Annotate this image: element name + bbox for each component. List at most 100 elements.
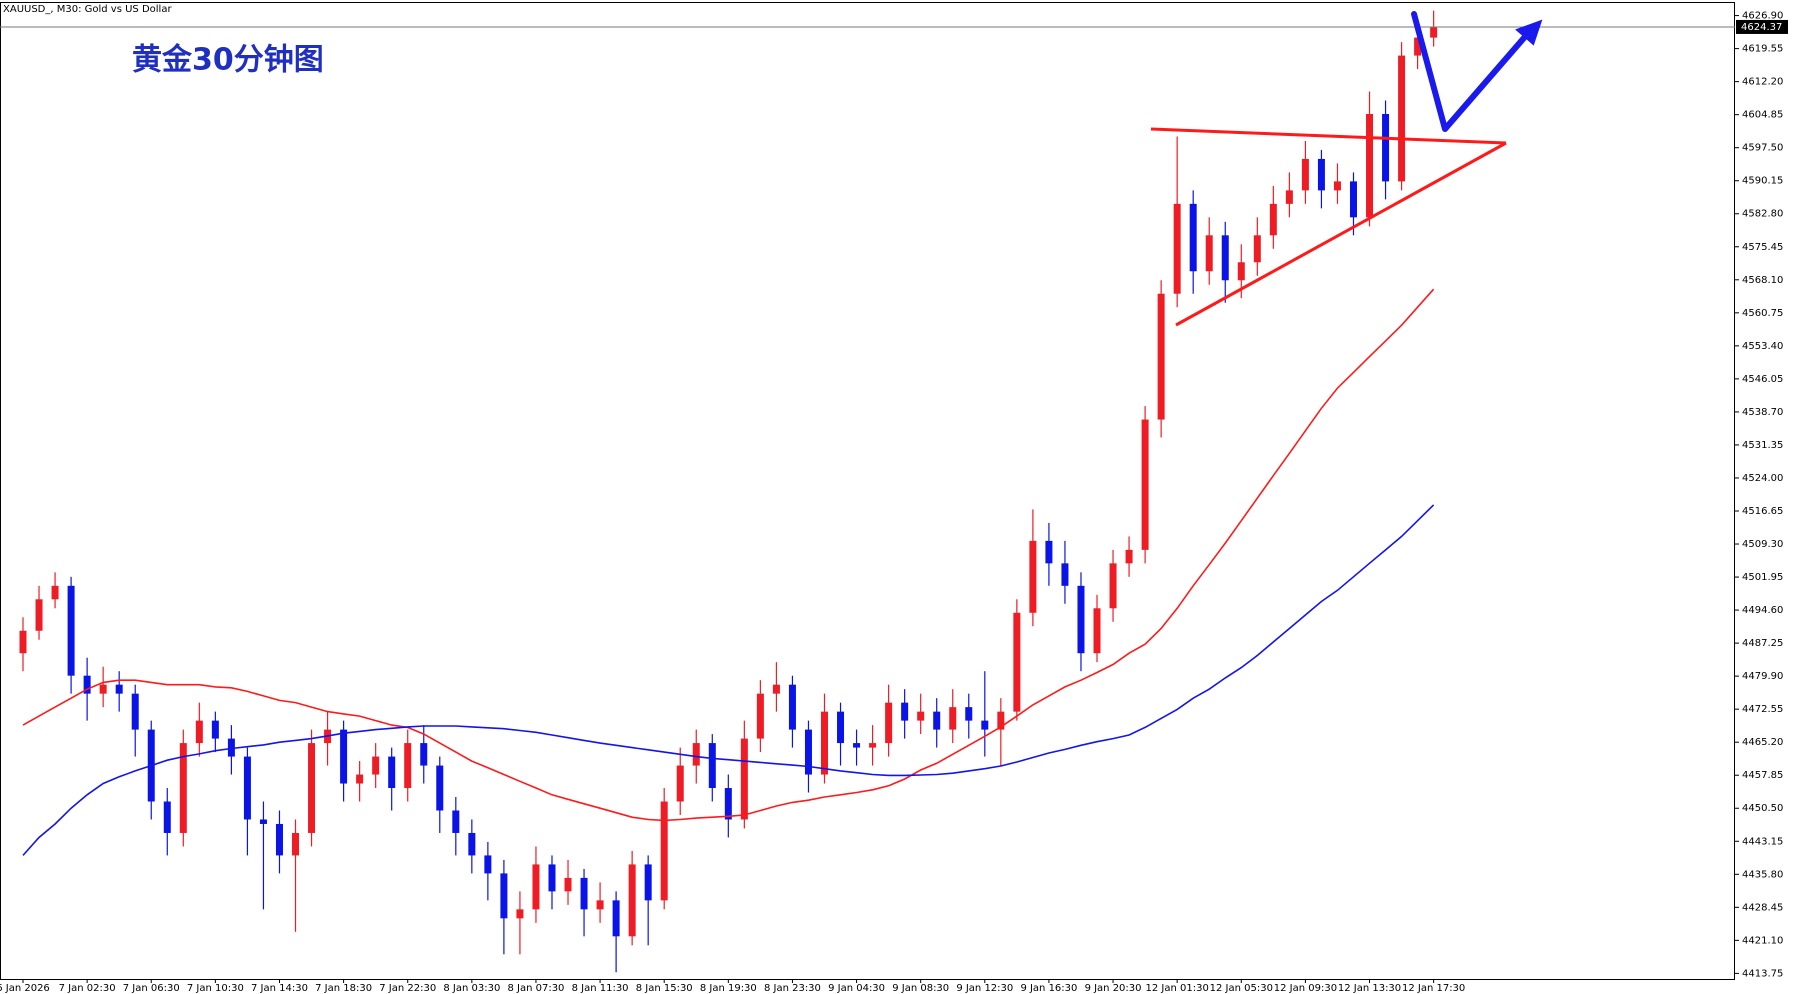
y-tick-label: 4516.65 — [1742, 506, 1783, 517]
candle-body — [1061, 563, 1069, 586]
candle-body — [1269, 203, 1277, 236]
y-tick-label: 4501.95 — [1742, 572, 1783, 583]
candle-body — [1173, 203, 1181, 294]
candle-body — [211, 720, 219, 739]
y-tick-label: 4575.45 — [1742, 242, 1783, 253]
y-tick-label: 4435.80 — [1742, 869, 1783, 880]
candle-body — [580, 877, 588, 910]
y-tick-label: 4428.45 — [1742, 902, 1783, 913]
candle-body — [660, 801, 668, 901]
candle-body — [404, 743, 412, 789]
last-price-label: 4624.37 — [1741, 22, 1782, 33]
candle-body — [1366, 113, 1374, 218]
y-tick-label: 4553.40 — [1742, 341, 1783, 352]
candle-body — [83, 675, 91, 694]
x-tick-label: 12 Jan 01:30 — [1145, 983, 1208, 994]
candle-body — [1109, 563, 1117, 609]
y-tick-label: 4531.35 — [1742, 440, 1783, 451]
candle-body — [67, 585, 75, 676]
candle-body — [356, 774, 364, 784]
candle-body — [997, 711, 1005, 730]
candle-body — [452, 810, 460, 833]
y-tick-label: 4479.90 — [1742, 671, 1783, 682]
candle-body — [243, 756, 251, 820]
candle-body — [548, 864, 556, 892]
candle-body — [644, 864, 652, 901]
candle-body — [275, 823, 283, 856]
candle-body — [708, 743, 716, 789]
candle-body — [949, 707, 957, 730]
candle-body — [933, 711, 941, 730]
y-tick-label: 4524.00 — [1742, 473, 1783, 484]
candle-body — [1430, 26, 1438, 38]
candle-body — [340, 729, 348, 784]
y-tick-label: 4590.15 — [1742, 176, 1783, 187]
y-tick-label: 4604.85 — [1742, 110, 1783, 121]
y-tick-label: 4450.50 — [1742, 803, 1783, 814]
y-tick-label: 4421.10 — [1742, 935, 1783, 946]
x-tick-label: 12 Jan 09:30 — [1274, 983, 1337, 994]
candle-body — [1237, 262, 1245, 281]
candle-body — [821, 711, 828, 775]
x-tick-label: 7 Jan 14:30 — [251, 983, 308, 994]
candle-body — [1029, 540, 1037, 613]
candle-body — [195, 720, 203, 744]
last-price-box — [1736, 19, 1788, 34]
candle-body — [500, 873, 508, 919]
candle-body — [1253, 235, 1261, 263]
y-tick-label: 4465.20 — [1742, 737, 1783, 748]
candle-body — [1141, 419, 1149, 550]
candle-body — [35, 599, 43, 631]
candle-body — [628, 864, 636, 937]
support-line — [1175, 141, 1507, 327]
candle-body — [1349, 181, 1357, 218]
y-tick-label: 4457.85 — [1742, 770, 1783, 781]
y-tick-label: 4494.60 — [1742, 605, 1783, 616]
y-tick-label: 4619.55 — [1742, 44, 1783, 55]
y-tick-label: 4560.75 — [1742, 308, 1783, 319]
candle-body — [115, 684, 123, 694]
y-tick-label: 4487.25 — [1742, 638, 1783, 649]
y-tick-label: 4509.30 — [1742, 539, 1783, 550]
candle-body — [292, 832, 300, 856]
x-tick-label: 8 Jan 15:30 — [636, 983, 693, 994]
candle-body — [901, 702, 909, 721]
candle-body — [1221, 235, 1229, 281]
y-tick-label: 4443.15 — [1742, 836, 1783, 847]
candle-body — [1205, 235, 1213, 272]
moving-average — [22, 504, 1435, 856]
candle-body — [1317, 158, 1325, 191]
annotation: 黄金30分钟图 — [132, 43, 324, 78]
candle-body — [227, 738, 235, 757]
y-tick-label: 4413.75 — [1742, 968, 1783, 979]
candle-body — [388, 756, 396, 789]
x-tick-label: 9 Jan 16:30 — [1020, 983, 1077, 994]
candle-body — [596, 900, 604, 910]
x-tick-label: 12 Jan 13:30 — [1338, 983, 1401, 994]
y-tick-label: 4472.55 — [1742, 704, 1783, 715]
candle-body — [981, 720, 989, 730]
candle-body — [564, 877, 572, 892]
marks — [0, 10, 1735, 973]
x-tick-label: 7 Jan 10:30 — [187, 983, 244, 994]
candle-body — [468, 832, 476, 856]
forecast-arrow — [1411, 11, 1533, 132]
y-tick-label: 4626.90 — [1742, 11, 1783, 22]
x-tick-label: 8 Jan 19:30 — [700, 983, 757, 994]
candle-body — [788, 684, 796, 730]
candle-body — [436, 765, 444, 811]
candle-body — [179, 743, 187, 833]
y-tick-label: 4568.10 — [1742, 275, 1783, 286]
x-tick-label: 7 Jan 18:30 — [315, 983, 372, 994]
x-tick-label: 12 Jan 17:30 — [1402, 983, 1465, 994]
candle-body — [885, 702, 893, 744]
candle-body — [1157, 293, 1165, 420]
resistance-line — [1150, 127, 1507, 145]
y-tick-label: 4546.05 — [1742, 374, 1783, 385]
chart-title: XAUUSD_, M30: Gold vs US Dollar — [3, 4, 172, 15]
x-tick-label: 8 Jan 07:30 — [507, 983, 564, 994]
x-tick-label: 6 Jan 2026 — [0, 983, 50, 994]
x-tick-label: 7 Jan 02:30 — [59, 983, 116, 994]
candle-body — [772, 684, 780, 694]
trend-drawings — [1150, 11, 1543, 327]
